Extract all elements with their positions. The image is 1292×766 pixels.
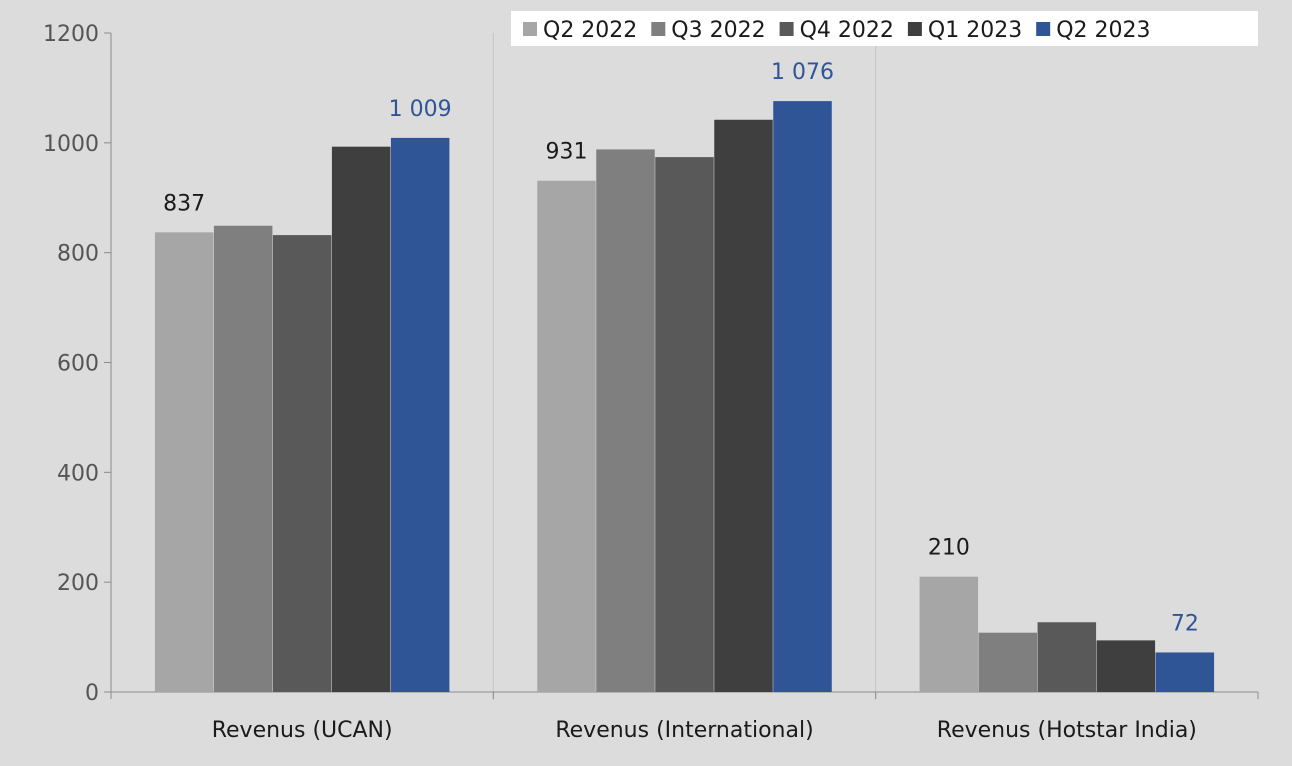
- x-category-label: Revenus (Hotstar India): [937, 718, 1197, 743]
- bar: [154, 232, 214, 692]
- y-tick-label: 1200: [43, 22, 99, 47]
- bar: [537, 180, 596, 692]
- bar: [272, 235, 332, 693]
- legend-swatch: [907, 22, 922, 36]
- legend-box: [511, 11, 1258, 46]
- bars: [154, 101, 1215, 693]
- legend-label: Q2 2023: [1056, 18, 1150, 43]
- data-label: 210: [928, 536, 970, 561]
- bar: [596, 149, 655, 692]
- y-tick-label: 200: [57, 571, 99, 596]
- legend: Q2 2022 Q3 2022 Q4 2022 Q1 2023 Q2 2023: [511, 11, 1258, 46]
- legend-swatch: [779, 22, 794, 36]
- bar: [213, 225, 273, 692]
- category-separators: [492, 33, 877, 700]
- data-label: 837: [163, 191, 205, 216]
- data-label: 1 009: [389, 97, 452, 122]
- legend-swatch: [651, 22, 666, 36]
- bar: [773, 101, 832, 692]
- bar: [390, 137, 450, 692]
- y-tick-label: 600: [57, 352, 99, 377]
- data-label: 931: [546, 140, 588, 165]
- y-tick-label: 1000: [43, 132, 99, 157]
- legend-label: Q2 2022: [543, 18, 637, 43]
- bar: [919, 576, 979, 692]
- bar: [1155, 652, 1215, 692]
- legend-swatch: [523, 22, 537, 36]
- y-tick-label: 0: [85, 681, 99, 706]
- axes: 0 200 400 600 800 1000 1200 Revenus (UCAN) Reven…: [43, 22, 1259, 743]
- bar: [1037, 622, 1097, 692]
- bar: [331, 146, 391, 693]
- bar: [655, 157, 714, 692]
- y-tick-label: 400: [57, 461, 99, 486]
- bar: [1096, 640, 1156, 692]
- bar: [714, 119, 773, 693]
- data-label: 1 076: [771, 60, 834, 85]
- data-label: 72: [1171, 611, 1199, 636]
- legend-swatch: [1036, 22, 1051, 36]
- y-tick-label: 800: [57, 242, 99, 267]
- legend-label: Q4 2022: [800, 18, 894, 43]
- x-category-label: Revenus (International): [555, 718, 813, 743]
- data-labels: 837 1 009 931 1 076 210 72: [163, 60, 1199, 636]
- legend-label: Q3 2022: [671, 18, 765, 43]
- x-category-label: Revenus (UCAN): [212, 718, 393, 743]
- legend-label: Q1 2023: [928, 18, 1022, 43]
- bar: [978, 632, 1038, 692]
